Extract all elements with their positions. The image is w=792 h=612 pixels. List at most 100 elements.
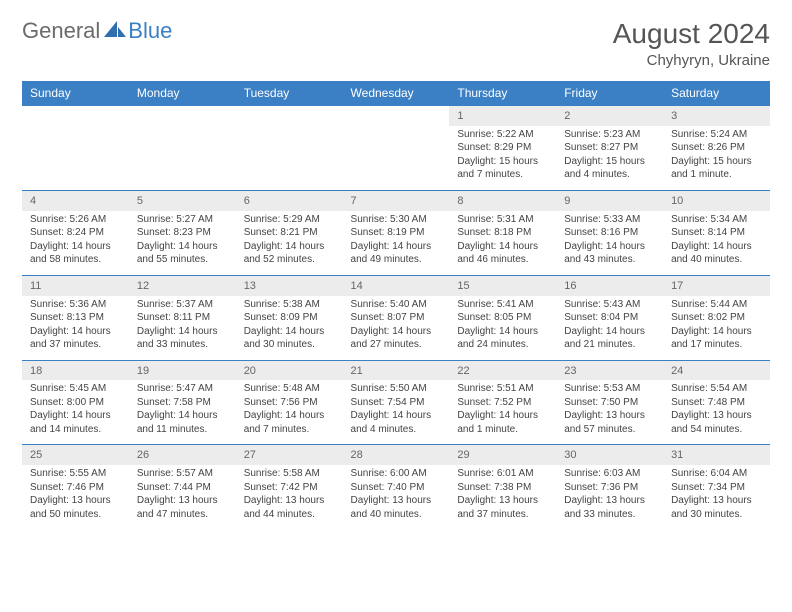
sunrise-text: Sunrise: 5:27 AM (137, 213, 228, 227)
logo-text-2: Blue (128, 18, 172, 44)
day-info-cell: Sunrise: 6:01 AMSunset: 7:38 PMDaylight:… (449, 465, 556, 529)
day-info-cell: Sunrise: 6:04 AMSunset: 7:34 PMDaylight:… (663, 465, 770, 529)
sunset-text: Sunset: 8:14 PM (671, 226, 762, 240)
sunset-text: Sunset: 7:52 PM (457, 396, 548, 410)
daylight-text: Daylight: 14 hours and 17 minutes. (671, 325, 762, 352)
day-info-cell: Sunrise: 5:47 AMSunset: 7:58 PMDaylight:… (129, 380, 236, 445)
sunrise-text: Sunrise: 5:43 AM (564, 298, 655, 312)
day-number-cell: 10 (663, 190, 770, 210)
day-number-cell: 19 (129, 360, 236, 380)
day-number-row: 11121314151617 (22, 275, 770, 295)
sunrise-text: Sunrise: 5:34 AM (671, 213, 762, 227)
daylight-text: Daylight: 13 hours and 30 minutes. (671, 494, 762, 521)
day-info-cell (129, 126, 236, 191)
day-number-cell (129, 106, 236, 126)
sunrise-text: Sunrise: 5:36 AM (30, 298, 121, 312)
sunset-text: Sunset: 8:19 PM (351, 226, 442, 240)
sunrise-text: Sunrise: 6:00 AM (351, 467, 442, 481)
daylight-text: Daylight: 13 hours and 47 minutes. (137, 494, 228, 521)
day-info-cell: Sunrise: 5:22 AMSunset: 8:29 PMDaylight:… (449, 126, 556, 191)
day-info-cell: Sunrise: 6:03 AMSunset: 7:36 PMDaylight:… (556, 465, 663, 529)
sunrise-text: Sunrise: 5:31 AM (457, 213, 548, 227)
day-number-cell: 7 (343, 190, 450, 210)
sunset-text: Sunset: 7:54 PM (351, 396, 442, 410)
day-info-cell: Sunrise: 5:34 AMSunset: 8:14 PMDaylight:… (663, 211, 770, 276)
day-number-cell: 16 (556, 275, 663, 295)
sunrise-text: Sunrise: 5:38 AM (244, 298, 335, 312)
daylight-text: Daylight: 14 hours and 40 minutes. (671, 240, 762, 267)
daylight-text: Daylight: 13 hours and 37 minutes. (457, 494, 548, 521)
sunrise-text: Sunrise: 5:53 AM (564, 382, 655, 396)
sunrise-text: Sunrise: 5:57 AM (137, 467, 228, 481)
sunset-text: Sunset: 7:58 PM (137, 396, 228, 410)
sunrise-text: Sunrise: 5:58 AM (244, 467, 335, 481)
daylight-text: Daylight: 14 hours and 11 minutes. (137, 409, 228, 436)
day-number-cell: 8 (449, 190, 556, 210)
daylight-text: Daylight: 14 hours and 27 minutes. (351, 325, 442, 352)
day-number-row: 45678910 (22, 190, 770, 210)
day-number-cell (236, 106, 343, 126)
sunrise-text: Sunrise: 5:24 AM (671, 128, 762, 142)
sunrise-text: Sunrise: 5:44 AM (671, 298, 762, 312)
sunset-text: Sunset: 7:56 PM (244, 396, 335, 410)
day-info-cell (236, 126, 343, 191)
day-info-row: Sunrise: 5:55 AMSunset: 7:46 PMDaylight:… (22, 465, 770, 529)
sunrise-text: Sunrise: 5:33 AM (564, 213, 655, 227)
sunrise-text: Sunrise: 5:51 AM (457, 382, 548, 396)
title-block: August 2024 Chyhyryn, Ukraine (613, 18, 770, 69)
sunset-text: Sunset: 8:27 PM (564, 141, 655, 155)
daylight-text: Daylight: 14 hours and 58 minutes. (30, 240, 121, 267)
daylight-text: Daylight: 14 hours and 24 minutes. (457, 325, 548, 352)
day-info-cell: Sunrise: 5:58 AMSunset: 7:42 PMDaylight:… (236, 465, 343, 529)
day-number-cell: 20 (236, 360, 343, 380)
day-number-cell: 21 (343, 360, 450, 380)
day-number-row: 123 (22, 106, 770, 126)
day-info-cell: Sunrise: 5:55 AMSunset: 7:46 PMDaylight:… (22, 465, 129, 529)
daylight-text: Daylight: 14 hours and 21 minutes. (564, 325, 655, 352)
logo-sail-icon (104, 18, 126, 44)
daylight-text: Daylight: 13 hours and 50 minutes. (30, 494, 121, 521)
day-number-cell: 23 (556, 360, 663, 380)
day-info-row: Sunrise: 5:26 AMSunset: 8:24 PMDaylight:… (22, 211, 770, 276)
daylight-text: Daylight: 14 hours and 1 minute. (457, 409, 548, 436)
day-number-cell: 30 (556, 445, 663, 465)
day-info-cell: Sunrise: 5:23 AMSunset: 8:27 PMDaylight:… (556, 126, 663, 191)
day-number-row: 18192021222324 (22, 360, 770, 380)
sunset-text: Sunset: 7:34 PM (671, 481, 762, 495)
day-number-cell: 22 (449, 360, 556, 380)
day-info-cell: Sunrise: 5:53 AMSunset: 7:50 PMDaylight:… (556, 380, 663, 445)
sunset-text: Sunset: 8:24 PM (30, 226, 121, 240)
day-number-cell: 6 (236, 190, 343, 210)
sunrise-text: Sunrise: 5:47 AM (137, 382, 228, 396)
day-header: Sunday (22, 81, 129, 106)
day-info-cell: Sunrise: 5:43 AMSunset: 8:04 PMDaylight:… (556, 296, 663, 361)
sunset-text: Sunset: 8:29 PM (457, 141, 548, 155)
day-info-cell: Sunrise: 5:26 AMSunset: 8:24 PMDaylight:… (22, 211, 129, 276)
month-title: August 2024 (613, 18, 770, 50)
sunset-text: Sunset: 7:38 PM (457, 481, 548, 495)
calendar-table: Sunday Monday Tuesday Wednesday Thursday… (22, 81, 770, 529)
day-info-cell: Sunrise: 5:27 AMSunset: 8:23 PMDaylight:… (129, 211, 236, 276)
header: General Blue August 2024 Chyhyryn, Ukrai… (22, 18, 770, 69)
sunset-text: Sunset: 7:42 PM (244, 481, 335, 495)
sunrise-text: Sunrise: 6:03 AM (564, 467, 655, 481)
sunset-text: Sunset: 7:44 PM (137, 481, 228, 495)
day-info-cell (22, 126, 129, 191)
sunrise-text: Sunrise: 5:26 AM (30, 213, 121, 227)
daylight-text: Daylight: 13 hours and 40 minutes. (351, 494, 442, 521)
day-number-cell (22, 106, 129, 126)
day-header: Wednesday (343, 81, 450, 106)
day-number-cell: 2 (556, 106, 663, 126)
day-info-cell: Sunrise: 5:33 AMSunset: 8:16 PMDaylight:… (556, 211, 663, 276)
day-number-cell: 4 (22, 190, 129, 210)
daylight-text: Daylight: 13 hours and 44 minutes. (244, 494, 335, 521)
sunset-text: Sunset: 8:09 PM (244, 311, 335, 325)
sunrise-text: Sunrise: 5:40 AM (351, 298, 442, 312)
day-number-cell: 29 (449, 445, 556, 465)
sunrise-text: Sunrise: 5:37 AM (137, 298, 228, 312)
day-number-cell: 28 (343, 445, 450, 465)
daylight-text: Daylight: 13 hours and 54 minutes. (671, 409, 762, 436)
day-number-cell: 31 (663, 445, 770, 465)
sunset-text: Sunset: 8:21 PM (244, 226, 335, 240)
day-info-cell: Sunrise: 5:48 AMSunset: 7:56 PMDaylight:… (236, 380, 343, 445)
